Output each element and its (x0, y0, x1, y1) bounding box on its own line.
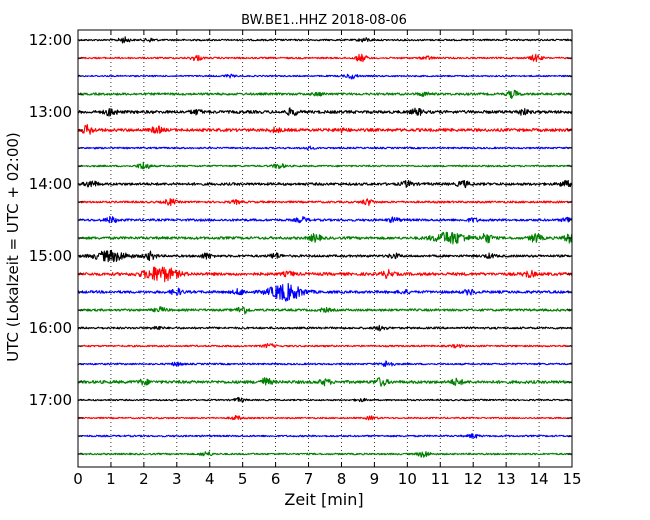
x-tick-label: 4 (205, 470, 215, 488)
x-tick-label: 5 (238, 470, 248, 488)
seismic-trace-1730 (77, 433, 573, 439)
grid-lines (110, 30, 540, 467)
seismic-trace-1600 (77, 324, 573, 332)
x-tick-label: 1 (106, 470, 116, 488)
seismic-trace-1315 (77, 124, 573, 135)
seismic-trace-1330 (77, 145, 573, 151)
seismic-trace-1300 (77, 107, 573, 117)
x-tick-label: 6 (271, 470, 281, 488)
y-tick-label: 17:00 (29, 391, 72, 409)
seismic-trace-1645 (77, 377, 573, 387)
seismic-trace-1700 (77, 396, 573, 403)
seismic-trace-1400 (77, 179, 573, 189)
x-axis-label: Zeit [min] (284, 490, 363, 509)
x-axis-ticks: 0 1 2 3 4 5 6 7 8 9 10 11 12 13 14 15 (73, 30, 582, 488)
chart-title: BW.BE1..HHZ 2018-08-06 (241, 13, 407, 28)
y-axis-ticks: 12:00 13:00 14:00 15:00 16:00 17:00 (29, 31, 572, 455)
y-tick-label: 14:00 (29, 175, 72, 193)
seismic-trace-1545 (77, 306, 573, 315)
x-tick-label: 15 (562, 470, 581, 488)
seismic-trace-1245 (77, 89, 573, 99)
seismic-trace-1500 (77, 249, 573, 263)
seismic-trace-1415 (77, 197, 573, 207)
seismic-trace-1200 (77, 36, 573, 44)
seismic-trace-1515 (77, 266, 573, 283)
seismic-trace-1715 (77, 414, 573, 421)
y-tick-label: 15:00 (29, 247, 72, 265)
seismic-trace-1615 (77, 343, 573, 349)
y-tick-label: 16:00 (29, 319, 72, 337)
trace-group (77, 36, 573, 458)
seismic-trace-1445 (77, 231, 573, 245)
x-tick-label: 13 (497, 470, 516, 488)
seismic-trace-1215 (77, 53, 573, 63)
seismic-trace-1430 (77, 215, 573, 224)
seismic-trace-1630 (77, 360, 573, 367)
y-axis-label: UTC (Lokalzeit = UTC + 02:00) (4, 132, 22, 362)
x-tick-label: 0 (73, 470, 83, 488)
x-tick-label: 3 (172, 470, 182, 488)
seismic-trace-1230 (77, 73, 573, 80)
x-tick-label: 9 (370, 470, 380, 488)
x-tick-label: 7 (304, 470, 314, 488)
x-tick-label: 12 (464, 470, 483, 488)
y-tick-label: 12:00 (29, 31, 72, 49)
x-tick-label: 14 (530, 470, 549, 488)
plot-area-frame (77, 29, 573, 468)
y-tick-label: 13:00 (29, 103, 72, 121)
x-tick-label: 10 (398, 470, 417, 488)
seismic-trace-1745 (77, 450, 573, 458)
x-tick-label: 2 (139, 470, 149, 488)
x-tick-label: 11 (431, 470, 450, 488)
seismic-trace-1345 (77, 161, 573, 170)
x-tick-label: 8 (337, 470, 347, 488)
seismic-trace-1530 (77, 282, 573, 302)
